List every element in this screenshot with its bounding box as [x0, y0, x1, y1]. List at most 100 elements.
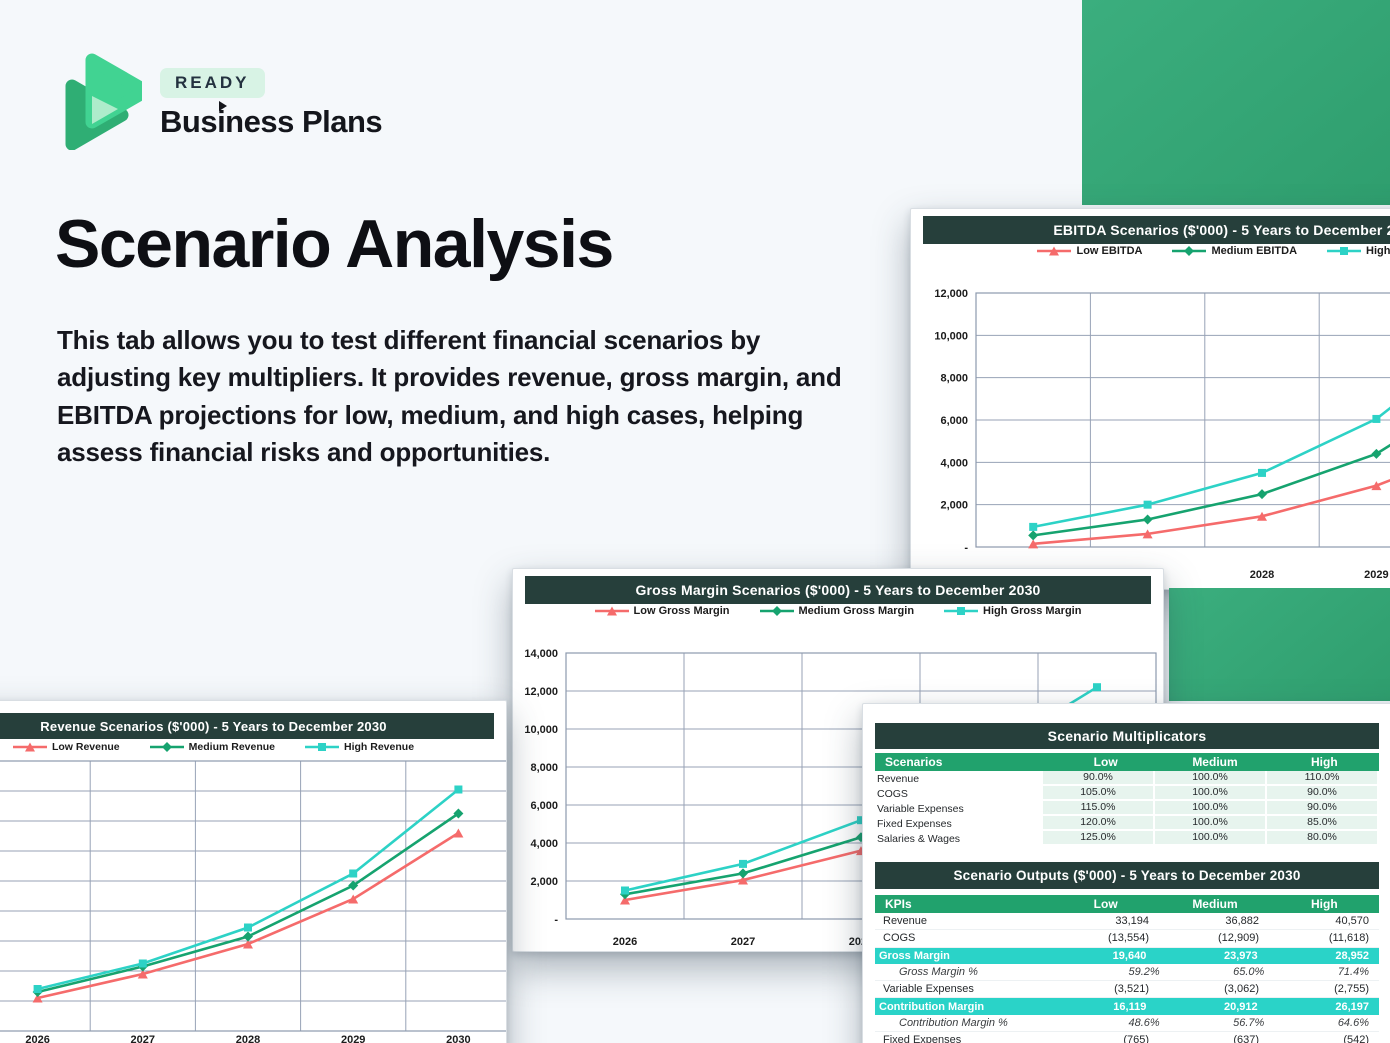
- square-legend-swatch-icon: [944, 607, 979, 615]
- svg-text:2027: 2027: [731, 936, 755, 948]
- svg-text:2029: 2029: [341, 1034, 365, 1043]
- svg-text:6,000: 6,000: [530, 800, 558, 812]
- ebitda-legend-item: High EBITDA: [1327, 245, 1390, 257]
- multiplicator-row: Variable Expenses 115.0% 100.0% 90.0%: [875, 801, 1379, 816]
- gross-margin-legend-item: High Gross Margin: [944, 605, 1081, 617]
- revenue-legend-label: Medium Revenue: [188, 741, 276, 753]
- output-row: COGS (13,554) (12,909) (11,618): [875, 930, 1379, 948]
- svg-text:4,000: 4,000: [940, 457, 968, 469]
- square-legend-swatch-icon: [1327, 247, 1362, 255]
- output-row: Fixed Expenses (765) (637) (542): [875, 1032, 1379, 1043]
- output-value: 64.6%: [1337, 1016, 1370, 1029]
- triangle-legend-swatch-icon: [594, 606, 629, 616]
- gross-margin-legend-label: Low Gross Margin: [633, 605, 730, 617]
- multiplier-value: 90.0%: [1267, 801, 1377, 816]
- gross-margin-legend-label: High Gross Margin: [983, 605, 1082, 617]
- ebitda-chart-card: -2,0004,0006,0008,00010,00012,0002026202…: [910, 208, 1390, 590]
- output-row: Variable Expenses (3,521) (3,062) (2,755): [875, 981, 1379, 999]
- output-row: Gross Margin 19,640 23,973 28,952: [875, 947, 1379, 964]
- svg-text:12,000: 12,000: [934, 288, 968, 300]
- output-value: 19,640: [1112, 949, 1147, 962]
- square-legend-swatch-icon: [305, 743, 340, 751]
- svg-text:2028: 2028: [1250, 569, 1274, 581]
- svg-text:2,000: 2,000: [530, 876, 558, 888]
- multiplier-value: 100.0%: [1155, 771, 1265, 786]
- row-label: Variable Expenses: [883, 983, 974, 996]
- output-value: (542): [1343, 1034, 1369, 1043]
- diamond-legend-swatch-icon: [149, 742, 184, 752]
- row-label: Contribution Margin %: [899, 1016, 1008, 1029]
- revenue-legend-item: Low Revenue: [12, 741, 120, 753]
- outputs-header-row: KPIs Low Medium High: [875, 895, 1379, 913]
- page-title: Scenario Analysis: [55, 206, 614, 282]
- output-row: Contribution Margin 16,119 20,912 26,197: [875, 998, 1379, 1015]
- multiplicator-row: Revenue 90.0% 100.0% 110.0%: [875, 771, 1379, 786]
- revenue-chart-card: 2026 2027 2028 2029 2030 Revenue Scenarios ($…: [0, 700, 507, 1043]
- row-label: COGS: [883, 932, 916, 945]
- diamond-legend-swatch-icon: [759, 606, 794, 616]
- row-label: Gross Margin: [879, 949, 950, 962]
- output-row: Contribution Margin % 48.6% 56.7% 64.6%: [875, 1015, 1379, 1033]
- ebitda-legend-item: Medium EBITDA: [1172, 245, 1297, 257]
- multiplicators-title: Scenario Multiplicators: [875, 723, 1379, 749]
- row-label: Contribution Margin: [879, 1000, 985, 1013]
- revenue-plot: 2026 2027 2028 2029 2030: [0, 760, 506, 1043]
- gross-margin-legend-item: Low Gross Margin: [594, 605, 730, 617]
- column-header: Low: [1093, 755, 1118, 769]
- multiplier-value: 100.0%: [1155, 816, 1265, 831]
- multiplier-value: 100.0%: [1155, 801, 1265, 816]
- column-header: Medium: [1192, 897, 1238, 911]
- svg-text:4,000: 4,000: [530, 838, 558, 850]
- revenue-legend-label: Low Revenue: [51, 741, 120, 753]
- revenue-legend: Low Revenue Medium Revenue High Revenue: [0, 741, 506, 753]
- output-value: (765): [1123, 1034, 1149, 1043]
- ebitda-plot: -2,0004,0006,0008,00010,00012,0002026202…: [934, 288, 1390, 581]
- multiplier-value: 100.0%: [1155, 831, 1265, 846]
- output-value: 40,570: [1335, 915, 1369, 928]
- output-value: 36,882: [1225, 915, 1259, 928]
- output-value: 33,194: [1115, 915, 1149, 928]
- svg-text:2,000: 2,000: [940, 500, 968, 512]
- output-row: Revenue 33,194 36,882 40,570: [875, 913, 1379, 931]
- gross-margin-legend-label: Medium Gross Margin: [798, 605, 915, 617]
- gross-margin-legend-item: Medium Gross Margin: [759, 605, 915, 617]
- diamond-legend-swatch-icon: [1172, 246, 1207, 256]
- output-value: 23,973: [1224, 949, 1258, 962]
- row-label: COGS: [877, 787, 908, 800]
- svg-text:12,000: 12,000: [524, 686, 558, 698]
- multiplicators-rows: Revenue 90.0% 100.0% 110.0% COGS 105.0% 100.0%…: [875, 771, 1379, 846]
- scenario-outputs-table: Scenario Outputs ($'000) - 5 Years to De…: [875, 862, 1379, 1043]
- ebitda-legend-label: High EBITDA: [1366, 245, 1390, 257]
- multiplier-value: 90.0%: [1043, 771, 1153, 786]
- multiplier-value: 100.0%: [1155, 786, 1265, 801]
- column-header: High: [1310, 755, 1338, 769]
- svg-text:8,000: 8,000: [940, 373, 968, 385]
- multiplier-value: 85.0%: [1267, 816, 1377, 831]
- row-label: Salaries & Wages: [877, 832, 961, 845]
- scenario-tables-card: Scenario Multiplicators Scenarios Low Medi…: [862, 703, 1390, 1043]
- svg-text:14,000: 14,000: [524, 648, 558, 660]
- svg-text:2026: 2026: [613, 936, 637, 948]
- multiplicator-row: Salaries & Wages 125.0% 100.0% 80.0%: [875, 831, 1379, 846]
- revenue-legend-item: High Revenue: [305, 741, 414, 753]
- row-label: Gross Margin %: [899, 966, 978, 979]
- output-value: 59.2%: [1128, 966, 1160, 979]
- output-value: 20,912: [1224, 1000, 1258, 1013]
- column-header: Scenarios: [885, 755, 943, 769]
- brand-name: Business Plans: [160, 101, 383, 140]
- svg-text:2030: 2030: [446, 1034, 470, 1043]
- multiplicator-row: Fixed Expenses 120.0% 100.0% 85.0%: [875, 816, 1379, 831]
- output-value: 16,119: [1113, 1000, 1147, 1013]
- row-label: Revenue: [883, 915, 928, 928]
- outputs-title: Scenario Outputs ($'000) - 5 Years to De…: [875, 862, 1379, 889]
- ebitda-chart-title: EBITDA Scenarios ($'000) - 5 Years to De…: [923, 216, 1390, 244]
- ebitda-legend-label: Medium EBITDA: [1211, 245, 1298, 257]
- output-value: (3,062): [1224, 983, 1259, 996]
- svg-text:10,000: 10,000: [524, 724, 558, 736]
- svg-text:2027: 2027: [131, 1034, 155, 1043]
- revenue-legend-item: Medium Revenue: [149, 741, 276, 753]
- output-value: 28,952: [1335, 949, 1369, 962]
- column-header: KPIs: [885, 897, 912, 911]
- output-value: (637): [1233, 1034, 1259, 1043]
- logo-dot-triangle-icon: [219, 101, 227, 111]
